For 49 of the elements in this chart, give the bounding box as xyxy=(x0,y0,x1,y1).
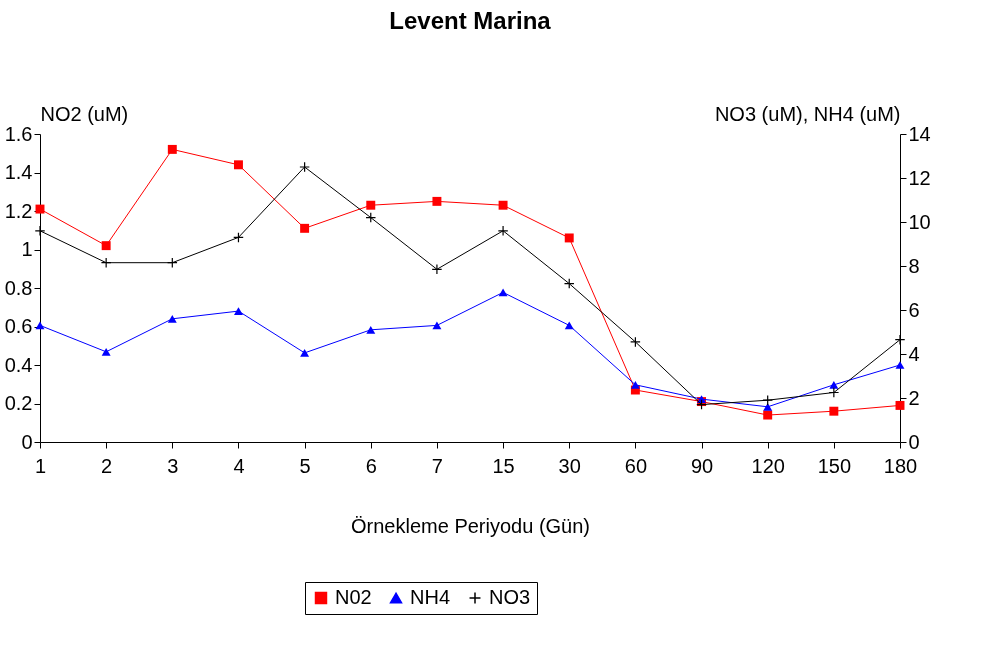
x-tick-label: 3 xyxy=(167,454,179,477)
y2-tick-label: 4 xyxy=(908,342,920,365)
y2-tick-label: 0 xyxy=(908,430,920,453)
point xyxy=(166,257,178,269)
x-tick-label: 15 xyxy=(492,454,515,477)
y-tick-label: 0.6 xyxy=(4,315,33,337)
x-tick-label: 2 xyxy=(101,454,113,477)
y2-axis-title: NO3 (uM), NH4 (uM) xyxy=(714,102,901,125)
y-tick-label: 1 xyxy=(21,238,33,260)
y-tick-label: 1.4 xyxy=(4,161,33,183)
y2-tick-label: 8 xyxy=(908,254,920,277)
legend-label: N02 xyxy=(335,586,372,608)
point xyxy=(563,278,575,289)
x-tick-label: 120 xyxy=(751,454,785,477)
y-tick-label: 1.6 xyxy=(4,122,33,145)
x-tick-label: 5 xyxy=(299,454,311,477)
point xyxy=(431,263,443,275)
legend-label: NH4 xyxy=(410,586,451,608)
point xyxy=(497,225,509,237)
y2-tick-label: 10 xyxy=(908,210,931,233)
y2-tick-label: 12 xyxy=(908,166,931,189)
y-tick-label: 0.8 xyxy=(4,276,33,299)
point xyxy=(828,387,840,398)
y2-tick-label: 14 xyxy=(908,122,931,145)
x-tick-label: 90 xyxy=(690,454,714,477)
point xyxy=(100,257,112,269)
y-tick-label: 1.2 xyxy=(4,199,33,222)
x-tick-label: 7 xyxy=(431,454,443,477)
point xyxy=(299,161,310,173)
x-tick-label: 150 xyxy=(817,454,852,477)
y2-tick-label: 6 xyxy=(908,298,920,321)
chart-title: Levent Marina xyxy=(389,7,552,34)
y-tick-label: 0 xyxy=(21,430,33,453)
point xyxy=(894,334,906,346)
x-tick-label: 180 xyxy=(883,454,918,477)
point xyxy=(630,336,641,348)
y2-tick-label: 2 xyxy=(908,386,920,409)
legend-label: NO3 xyxy=(489,586,531,608)
point xyxy=(233,232,244,243)
x-tick-label: 4 xyxy=(233,454,245,477)
y-tick-label: 0.4 xyxy=(4,353,33,376)
point xyxy=(762,394,774,406)
x-tick-label: 60 xyxy=(624,454,648,477)
x-tick-label: 6 xyxy=(365,454,377,477)
y-axis-title: NO2 (uM) xyxy=(40,102,129,125)
x-axis-title: Örnekleme Periyodu (Gün) xyxy=(351,514,590,537)
x-tick-label: 30 xyxy=(558,454,581,477)
point xyxy=(365,212,377,223)
y-tick-label: 0.2 xyxy=(4,392,33,414)
